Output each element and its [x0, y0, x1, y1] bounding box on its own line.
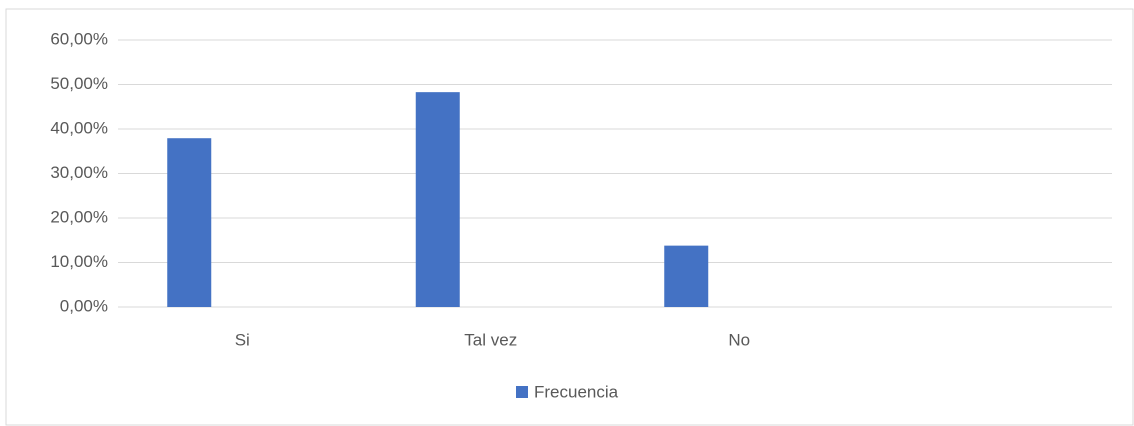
x-tick-label: No	[728, 330, 750, 349]
y-tick-label: 10,00%	[50, 252, 108, 271]
legend-label: Frecuencia	[534, 382, 619, 401]
bar	[664, 245, 709, 307]
y-tick-label: 50,00%	[50, 74, 108, 93]
legend-swatch	[516, 386, 528, 398]
y-tick-label: 0,00%	[60, 296, 108, 315]
bar	[167, 138, 212, 307]
bar	[415, 92, 460, 308]
y-tick-label: 30,00%	[50, 163, 108, 182]
y-tick-label: 60,00%	[50, 29, 108, 48]
x-tick-label: Si	[235, 330, 250, 349]
x-tick-label: Tal vez	[464, 330, 517, 349]
y-tick-label: 40,00%	[50, 118, 108, 137]
y-tick-label: 20,00%	[50, 207, 108, 226]
